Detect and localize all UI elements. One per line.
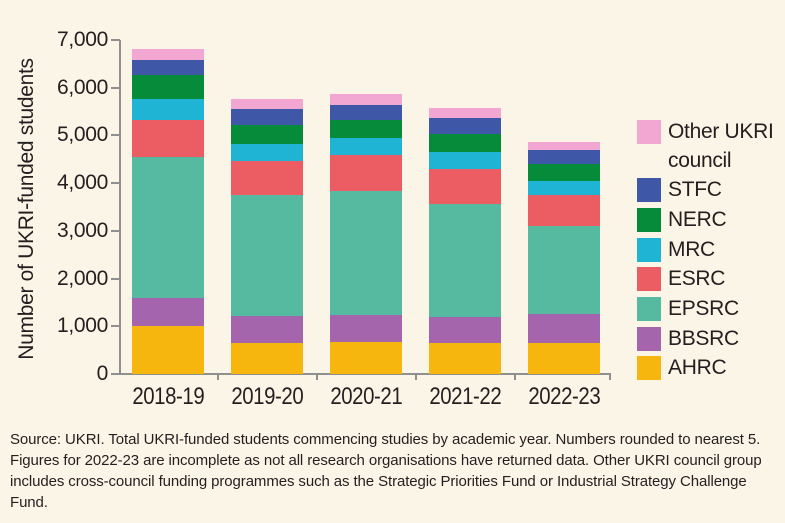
y-tick-label: 5,000	[56, 123, 108, 147]
x-axis-label: 2019-20	[218, 385, 317, 409]
bar-segment-ahrc	[528, 342, 600, 374]
bar-segment-esrc	[429, 168, 501, 204]
x-axis-label: 2018-19	[119, 385, 218, 409]
bar-segment-nerc	[132, 75, 204, 100]
bar-segment-mrc	[528, 180, 600, 195]
x-axis-label: 2022-23	[515, 385, 614, 409]
y-tick	[111, 373, 120, 375]
bar-segment-bbsrc	[231, 315, 303, 343]
x-tick	[216, 374, 219, 380]
bar-segment-stfc	[528, 150, 600, 164]
bar-segment-mrc	[132, 99, 204, 121]
y-tick-label: 6,000	[56, 75, 108, 99]
x-axis-label-text: 2019-20	[231, 383, 303, 410]
y-tick-label: 3,000	[56, 218, 108, 242]
bar-segment-epsrc	[231, 194, 303, 316]
bar-segment-esrc	[528, 194, 600, 226]
bar-segment-other-ukri-council	[132, 48, 204, 60]
y-tick	[111, 134, 120, 137]
x-tick	[513, 374, 516, 380]
bar-segment-esrc	[330, 155, 402, 191]
bar-segment-nerc	[429, 133, 501, 153]
x-axis-line	[119, 373, 611, 375]
bar-segment-nerc	[528, 163, 600, 181]
bar-segment-other-ukri-council	[231, 98, 303, 109]
bar-segment-stfc	[132, 59, 204, 76]
bar-segment-other-ukri-council	[528, 142, 600, 151]
y-tick	[111, 325, 120, 328]
y-tick-label: 1,000	[56, 314, 108, 338]
source-note: Source: UKRI. Total UKRI-funded students…	[10, 431, 762, 511]
bar-segment-mrc	[330, 137, 402, 156]
bar-segment-nerc	[330, 119, 402, 138]
bar-segment-mrc	[429, 152, 501, 169]
bar-segment-mrc	[231, 143, 303, 162]
y-tick	[111, 229, 120, 232]
bar-segment-esrc	[231, 161, 303, 195]
y-tick	[111, 86, 120, 89]
y-axis-line	[119, 40, 121, 375]
bar-segment-ahrc	[330, 341, 402, 374]
bar-segment-ahrc	[429, 342, 501, 374]
bar-segment-epsrc	[132, 157, 204, 298]
bar-segment-epsrc	[330, 190, 402, 315]
bar-segment-stfc	[330, 105, 402, 120]
bar-segment-other-ukri-council	[330, 94, 402, 106]
bar-segment-epsrc	[429, 203, 501, 318]
bar-segment-bbsrc	[429, 317, 501, 343]
bar-segment-stfc	[429, 117, 501, 134]
y-tick-label: 7,000	[56, 28, 108, 51]
bar-segment-ahrc	[231, 342, 303, 374]
bar-segment-nerc	[231, 124, 303, 144]
x-axis-label: 2020-21	[317, 385, 416, 409]
y-tick-label: 4,000	[56, 171, 108, 195]
x-tick	[414, 374, 417, 380]
x-axis-label-text: 2022-23	[528, 383, 600, 410]
x-axis-label-text: 2018-19	[132, 383, 204, 410]
bar-segment-bbsrc	[330, 314, 402, 342]
y-tick	[111, 182, 120, 185]
y-tick	[111, 39, 120, 41]
x-axis-end-tick	[609, 374, 611, 380]
bar-segment-ahrc	[132, 326, 204, 374]
y-tick	[111, 277, 120, 280]
x-axis-label: 2021-22	[416, 385, 515, 409]
bar-segment-bbsrc	[132, 297, 204, 327]
x-axis-label-text: 2020-21	[330, 383, 402, 410]
bar-segment-other-ukri-council	[429, 107, 501, 118]
x-axis-label-text: 2021-22	[429, 383, 501, 410]
x-tick	[315, 374, 318, 380]
bar-segment-epsrc	[528, 225, 600, 315]
bar-segment-stfc	[231, 108, 303, 125]
y-tick-label: 0	[96, 362, 109, 385]
bar-segment-bbsrc	[528, 314, 600, 343]
bar-segment-esrc	[132, 120, 204, 158]
y-tick-label: 2,000	[56, 266, 108, 290]
